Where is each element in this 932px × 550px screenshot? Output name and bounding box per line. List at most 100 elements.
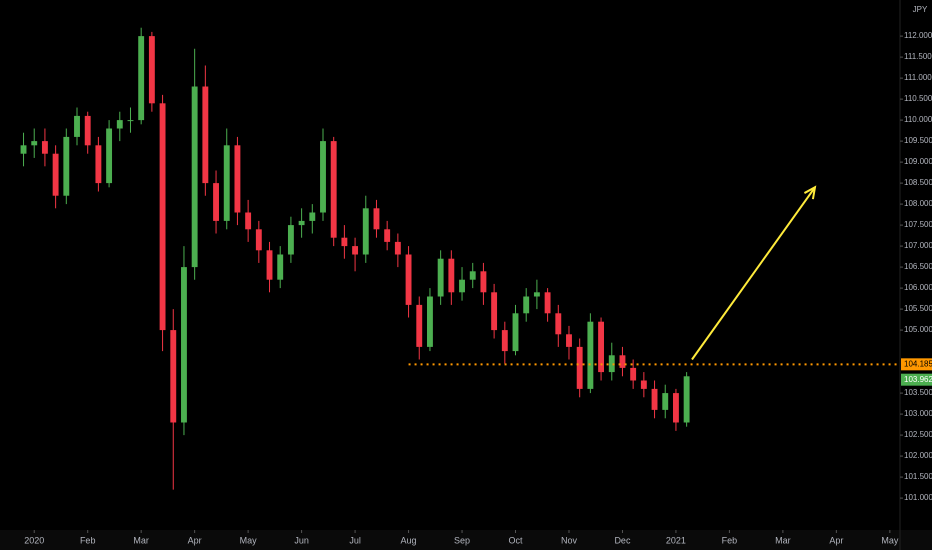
x-axis-strip <box>0 530 932 550</box>
candle-body <box>52 153 59 196</box>
candle-body <box>555 313 562 335</box>
candle-body <box>106 128 113 184</box>
level-tag <box>901 358 932 371</box>
y-tick-label: 110.500 <box>904 94 932 103</box>
candle-body <box>405 254 412 305</box>
candle-body <box>437 258 444 297</box>
candle-body <box>523 296 530 314</box>
y-tick-label: 105.000 <box>904 325 932 334</box>
candle-body <box>598 321 605 373</box>
x-tick-label: Apr <box>188 535 202 545</box>
x-tick-label: May <box>881 535 899 545</box>
candle-body <box>309 212 316 221</box>
candle-body <box>266 250 273 280</box>
candle-body <box>213 183 219 221</box>
candle-body <box>223 145 230 221</box>
candle-body <box>20 145 27 154</box>
level-label: 104.185 <box>904 359 932 368</box>
candle-body <box>640 380 647 389</box>
candle-body <box>170 330 177 423</box>
candle-body <box>138 36 145 121</box>
x-tick-label: Mar <box>775 535 791 545</box>
x-tick-label: Dec <box>614 535 631 545</box>
x-tick-label: Oct <box>509 535 524 545</box>
candle-body <box>127 120 134 122</box>
candle-body <box>576 346 583 389</box>
candle-body <box>501 330 508 352</box>
arrow-shaft <box>691 186 816 361</box>
x-tick-label: Mar <box>133 535 149 545</box>
arrow-head <box>803 185 817 200</box>
y-tick-label: 110.000 <box>904 115 932 124</box>
x-tick-label: Jun <box>294 535 309 545</box>
candle-body <box>566 334 572 347</box>
candle-body <box>95 145 102 184</box>
y-tick-label: 108.000 <box>904 199 932 208</box>
candle-body <box>41 141 48 154</box>
candle-body <box>662 393 669 410</box>
y-tick-label: 101.000 <box>904 493 932 502</box>
candle-body <box>255 229 262 251</box>
x-tick-label: Jul <box>349 535 361 545</box>
y-tick-label: 102.500 <box>904 430 932 439</box>
y-tick-label: 109.500 <box>904 136 932 145</box>
y-tick-label: 106.500 <box>904 262 932 271</box>
candle-body <box>341 237 348 247</box>
candle-body <box>608 355 615 373</box>
last-price-tag <box>901 373 932 386</box>
y-tick-label: 109.000 <box>904 157 932 166</box>
last-price-label: 103.962 <box>904 375 932 384</box>
x-tick-label: 2020 <box>24 535 44 545</box>
y-tick-label: 112.000 <box>904 31 932 40</box>
candle-body <box>181 267 187 423</box>
candle-body <box>512 313 519 352</box>
x-tick-label: Nov <box>561 535 578 545</box>
candle-body <box>234 145 241 213</box>
candle-body <box>630 367 637 381</box>
x-tick-label: Sep <box>454 535 470 545</box>
candle-body <box>651 388 658 410</box>
candle-body <box>544 292 551 314</box>
y-tick-label: 107.000 <box>904 241 932 250</box>
y-tick-label: 106.000 <box>904 283 932 292</box>
candle-body <box>362 208 369 255</box>
candle-body <box>491 292 498 331</box>
candle-body <box>202 86 209 184</box>
y-tick-label: 107.500 <box>904 220 932 229</box>
y-tick-label: 108.500 <box>904 178 932 187</box>
y-tick-label: 103.500 <box>904 388 932 397</box>
candle-body <box>159 103 166 331</box>
candle-body <box>448 258 455 293</box>
candle-body <box>63 136 70 196</box>
y-tick-label: 111.500 <box>904 52 932 61</box>
candle-body <box>352 246 359 255</box>
x-tick-label: Feb <box>722 535 738 545</box>
candle-body <box>394 241 401 255</box>
candle-body <box>298 220 305 226</box>
y-tick-label: 103.000 <box>904 409 932 418</box>
y-tick-label: 105.500 <box>904 304 932 313</box>
x-tick-label: Aug <box>401 535 417 545</box>
symbol-label: JPY <box>913 5 928 14</box>
candle-body <box>384 229 391 242</box>
candle-body <box>74 115 80 137</box>
candle-body <box>320 141 326 213</box>
candle-body <box>31 141 38 146</box>
candle-body <box>330 141 337 238</box>
candle-body <box>683 376 690 423</box>
candle-body <box>148 36 155 104</box>
y-tick-label: 111.000 <box>904 73 932 82</box>
candle-body <box>287 225 294 255</box>
candle-body <box>116 120 123 129</box>
y-tick-label: 102.000 <box>904 451 932 460</box>
y-tick-label: 101.500 <box>904 472 932 481</box>
candle-body <box>533 292 540 297</box>
candle-body <box>427 296 433 347</box>
candle-body <box>619 355 626 368</box>
x-tick-label: 2021 <box>666 535 686 545</box>
candle-body <box>459 279 465 293</box>
candle-body <box>480 271 487 293</box>
candle-body <box>191 86 198 268</box>
candle-body <box>245 212 252 230</box>
